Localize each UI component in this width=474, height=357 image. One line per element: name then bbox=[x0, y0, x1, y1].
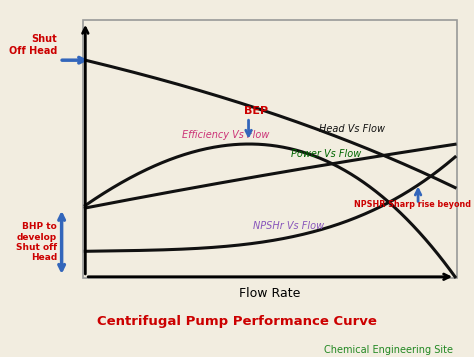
Text: Shut
Off Head: Shut Off Head bbox=[9, 34, 57, 56]
Text: Efficiency Vs Flow: Efficiency Vs Flow bbox=[182, 130, 270, 140]
Text: BEP: BEP bbox=[244, 106, 268, 116]
Text: Head Vs Flow: Head Vs Flow bbox=[319, 124, 384, 134]
Text: NPSHR Sharp rise beyond BEP: NPSHR Sharp rise beyond BEP bbox=[354, 200, 474, 209]
Text: Power Vs Flow: Power Vs Flow bbox=[291, 150, 361, 160]
Text: NPSHr Vs Flow: NPSHr Vs Flow bbox=[253, 221, 324, 231]
Text: Chemical Engineering Site: Chemical Engineering Site bbox=[324, 345, 453, 355]
Text: BHP to
develop
Shut off
Head: BHP to develop Shut off Head bbox=[16, 222, 57, 262]
Text: Flow Rate: Flow Rate bbox=[239, 287, 301, 300]
Text: Centrifugal Pump Performance Curve: Centrifugal Pump Performance Curve bbox=[97, 315, 377, 328]
Bar bbox=[83, 20, 457, 278]
